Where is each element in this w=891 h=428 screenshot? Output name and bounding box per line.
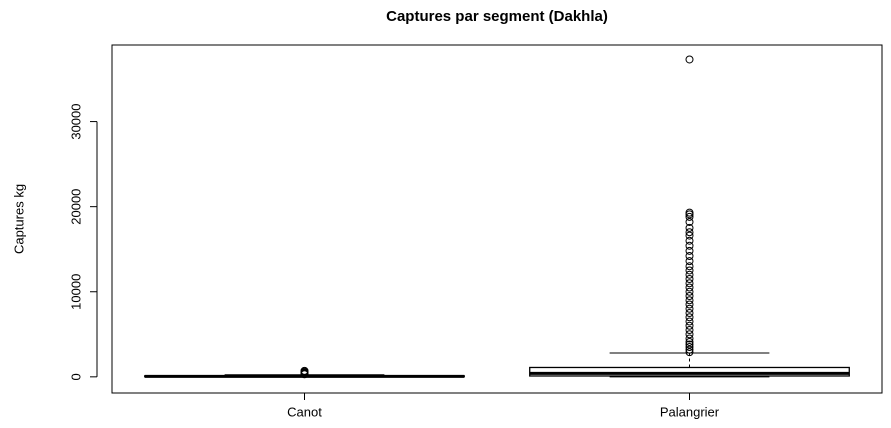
outlier — [685, 330, 694, 339]
outlier — [685, 337, 694, 346]
outlier — [685, 348, 694, 357]
y-tick-label: 20000 — [68, 189, 83, 225]
outlier — [685, 296, 694, 305]
outlier — [685, 334, 694, 343]
outlier — [685, 313, 694, 322]
outlier — [685, 279, 694, 288]
plot-frame — [111, 44, 883, 394]
outlier — [685, 292, 694, 301]
outlier — [685, 309, 694, 318]
outlier — [685, 257, 694, 266]
outlier — [685, 55, 694, 64]
outlier — [685, 236, 694, 245]
outlier — [685, 241, 694, 250]
outlier — [685, 217, 694, 226]
outlier — [685, 212, 694, 221]
outlier — [300, 366, 309, 375]
x-tick-label: Palangrier — [660, 404, 720, 419]
outlier — [685, 231, 694, 240]
outlier — [685, 252, 694, 261]
outlier — [685, 246, 694, 255]
outlier — [685, 326, 694, 335]
y-axis-label: Captures kg — [11, 184, 26, 254]
outlier — [685, 300, 694, 309]
outlier — [685, 270, 694, 279]
outlier — [685, 208, 694, 217]
outlier — [685, 223, 694, 232]
box — [529, 366, 850, 377]
y-tick-label: 30000 — [68, 103, 83, 139]
outlier — [685, 283, 694, 292]
x-tick-label: Canot — [287, 404, 322, 419]
outlier — [685, 274, 694, 283]
y-tick-label: 10000 — [68, 274, 83, 310]
outlier — [685, 317, 694, 326]
outlier — [685, 304, 694, 313]
outlier — [685, 340, 694, 349]
outlier — [685, 287, 694, 296]
chart-title: Captures par segment (Dakhla) — [386, 8, 608, 25]
outlier — [685, 345, 694, 354]
y-tick-label: 0 — [68, 373, 83, 380]
outlier — [685, 262, 694, 271]
outlier — [685, 343, 694, 352]
outlier — [685, 228, 694, 237]
outlier — [685, 266, 694, 275]
outlier — [685, 321, 694, 330]
